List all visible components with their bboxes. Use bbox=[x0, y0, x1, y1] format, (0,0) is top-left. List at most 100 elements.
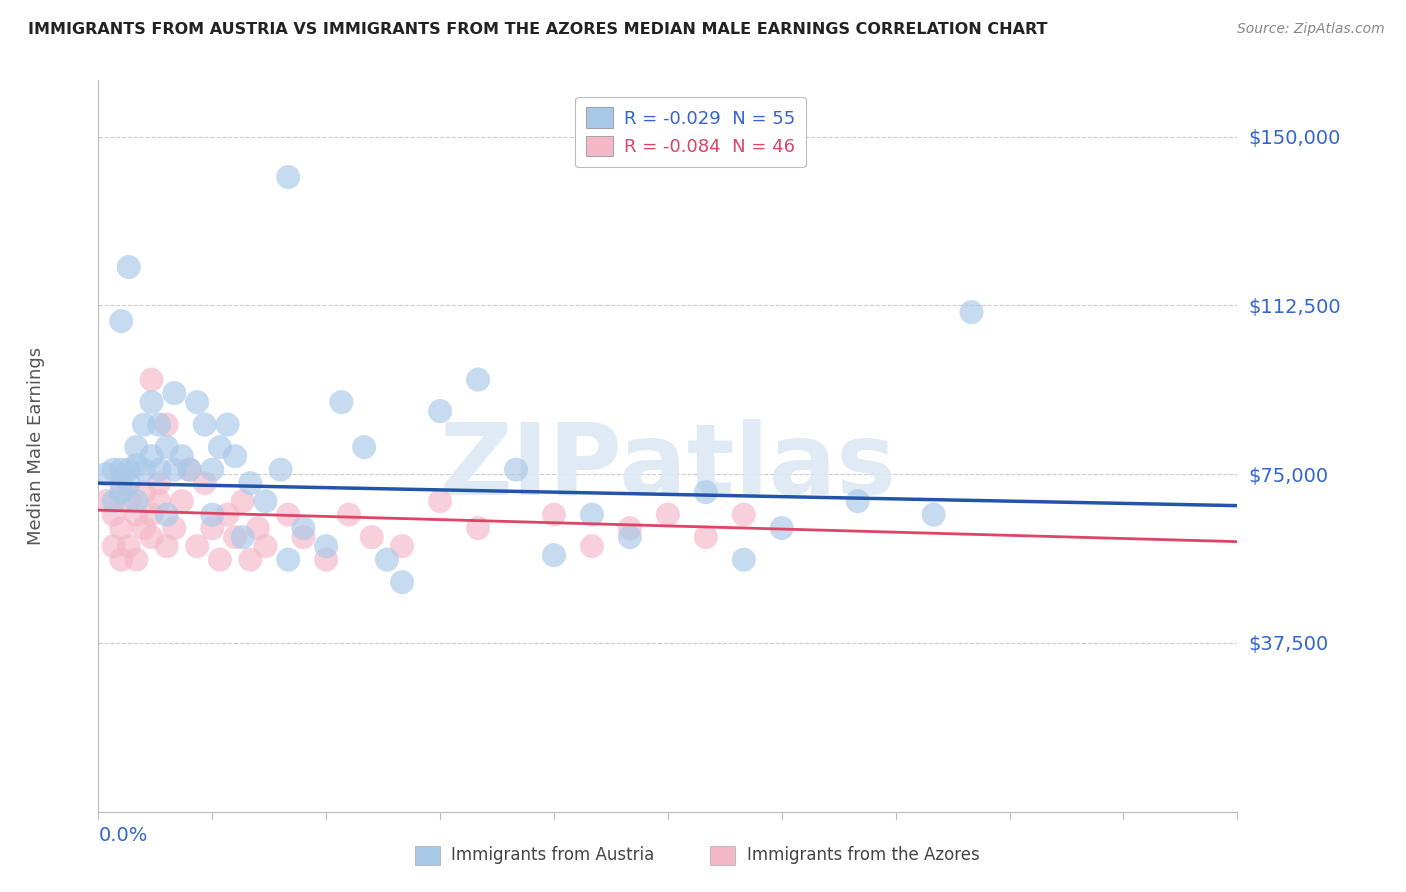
Point bbox=[375, 552, 398, 566]
Point bbox=[148, 417, 170, 432]
Point bbox=[270, 462, 292, 476]
Point bbox=[733, 508, 755, 522]
Point bbox=[110, 314, 132, 328]
Point bbox=[148, 462, 170, 476]
Point bbox=[156, 508, 179, 522]
Point bbox=[141, 530, 163, 544]
Point bbox=[194, 417, 217, 432]
Text: 0.0%: 0.0% bbox=[98, 826, 148, 845]
Point bbox=[194, 476, 217, 491]
Point bbox=[657, 508, 679, 522]
Point bbox=[141, 449, 163, 463]
Point bbox=[337, 508, 360, 522]
Text: Immigrants from the Azores: Immigrants from the Azores bbox=[747, 847, 980, 864]
Point bbox=[619, 530, 641, 544]
Point bbox=[141, 395, 163, 409]
Point bbox=[118, 476, 141, 491]
Point bbox=[277, 552, 299, 566]
Point bbox=[292, 530, 315, 544]
Point bbox=[695, 485, 717, 500]
Point bbox=[232, 530, 254, 544]
Point bbox=[201, 462, 224, 476]
Point bbox=[391, 539, 413, 553]
Point bbox=[94, 467, 117, 482]
Point bbox=[118, 539, 141, 553]
Point bbox=[170, 494, 193, 508]
Point bbox=[110, 552, 132, 566]
Point bbox=[217, 508, 239, 522]
Point bbox=[277, 169, 299, 184]
Point bbox=[254, 539, 277, 553]
Point bbox=[695, 530, 717, 544]
Point bbox=[208, 440, 231, 454]
Point bbox=[103, 494, 125, 508]
Point bbox=[770, 521, 793, 535]
Point bbox=[315, 539, 337, 553]
Point bbox=[103, 462, 125, 476]
Point bbox=[201, 508, 224, 522]
Point bbox=[110, 521, 132, 535]
Point bbox=[132, 521, 155, 535]
Point bbox=[353, 440, 375, 454]
Point bbox=[125, 508, 148, 522]
Point bbox=[186, 539, 208, 553]
Point bbox=[132, 485, 155, 500]
Point bbox=[391, 575, 413, 590]
Point bbox=[581, 508, 603, 522]
Point bbox=[543, 548, 565, 562]
Point bbox=[254, 494, 277, 508]
Point bbox=[132, 462, 155, 476]
Point bbox=[179, 462, 201, 476]
Point bbox=[170, 449, 193, 463]
Point bbox=[239, 476, 262, 491]
Point bbox=[103, 508, 125, 522]
Point bbox=[292, 521, 315, 535]
Point bbox=[360, 530, 382, 544]
Point bbox=[224, 530, 246, 544]
Text: Median Male Earnings: Median Male Earnings bbox=[27, 347, 45, 545]
Point bbox=[201, 521, 224, 535]
Point bbox=[619, 521, 641, 535]
Point bbox=[239, 552, 262, 566]
Text: ZIPatlas: ZIPatlas bbox=[440, 419, 896, 516]
Point bbox=[960, 305, 983, 319]
Point bbox=[315, 552, 337, 566]
Point bbox=[141, 373, 163, 387]
Point bbox=[118, 462, 141, 476]
Point bbox=[429, 494, 451, 508]
Point bbox=[543, 508, 565, 522]
Point bbox=[208, 552, 231, 566]
Point bbox=[922, 508, 945, 522]
Point bbox=[125, 494, 148, 508]
Point bbox=[148, 494, 170, 508]
Point bbox=[277, 508, 299, 522]
Point bbox=[232, 494, 254, 508]
Point bbox=[132, 417, 155, 432]
Text: Source: ZipAtlas.com: Source: ZipAtlas.com bbox=[1237, 22, 1385, 37]
Point bbox=[224, 449, 246, 463]
Point bbox=[163, 521, 186, 535]
Text: Immigrants from Austria: Immigrants from Austria bbox=[451, 847, 655, 864]
Point bbox=[110, 462, 132, 476]
Point bbox=[163, 462, 186, 476]
Legend: R = -0.029  N = 55, R = -0.084  N = 46: R = -0.029 N = 55, R = -0.084 N = 46 bbox=[575, 96, 806, 167]
Point bbox=[846, 494, 869, 508]
Point bbox=[125, 552, 148, 566]
Point bbox=[733, 552, 755, 566]
Point bbox=[246, 521, 269, 535]
Point bbox=[186, 395, 208, 409]
Point bbox=[148, 476, 170, 491]
Point bbox=[156, 539, 179, 553]
Point bbox=[103, 539, 125, 553]
Point bbox=[505, 462, 527, 476]
Point bbox=[118, 494, 141, 508]
Point bbox=[118, 260, 141, 274]
Point bbox=[429, 404, 451, 418]
Point bbox=[141, 508, 163, 522]
Point bbox=[467, 373, 489, 387]
Point bbox=[156, 417, 179, 432]
Point bbox=[467, 521, 489, 535]
Point bbox=[156, 440, 179, 454]
Point bbox=[163, 386, 186, 401]
Point bbox=[125, 458, 148, 472]
